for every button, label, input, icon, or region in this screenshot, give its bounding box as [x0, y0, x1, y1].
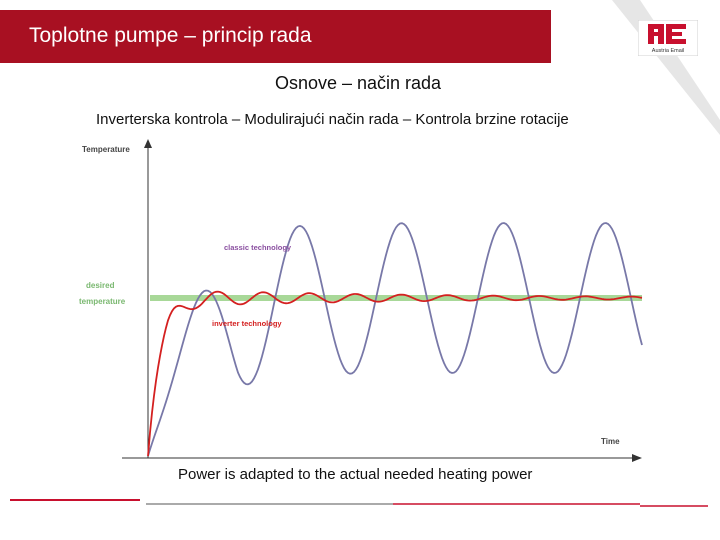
slide-title: Toplotne pumpe – princip rada	[29, 24, 312, 47]
x-axis-arrow	[632, 454, 642, 462]
y-axis-label: Temperature	[82, 145, 130, 154]
caption: Power is adapted to the actual needed he…	[178, 466, 533, 483]
y-axis-arrow	[144, 139, 152, 148]
desired-label-line2: temperature	[79, 297, 126, 306]
austria-email-logo-icon: Austria Email	[637, 19, 699, 57]
classic-technology-label: classic technology	[224, 243, 292, 252]
logo-text: Austria Email	[652, 48, 684, 54]
footer-lines	[10, 499, 708, 507]
subheading: Inverterska kontrola – Modulirajući nači…	[96, 111, 569, 128]
inverter-technology-label: inverter technology	[212, 319, 282, 328]
classic-technology-line	[147, 222, 643, 457]
company-logo: Austria Email	[637, 19, 699, 57]
x-axis-label: Time	[601, 437, 620, 446]
title-bar	[0, 10, 551, 63]
temperature-chart: Temperature Time desired temperature cla…	[79, 139, 643, 462]
inverter-technology-line	[147, 290, 643, 457]
desired-label-line1: desired	[86, 281, 115, 290]
desired-temperature-band	[150, 295, 642, 301]
subtitle: Osnove – način rada	[274, 73, 442, 93]
